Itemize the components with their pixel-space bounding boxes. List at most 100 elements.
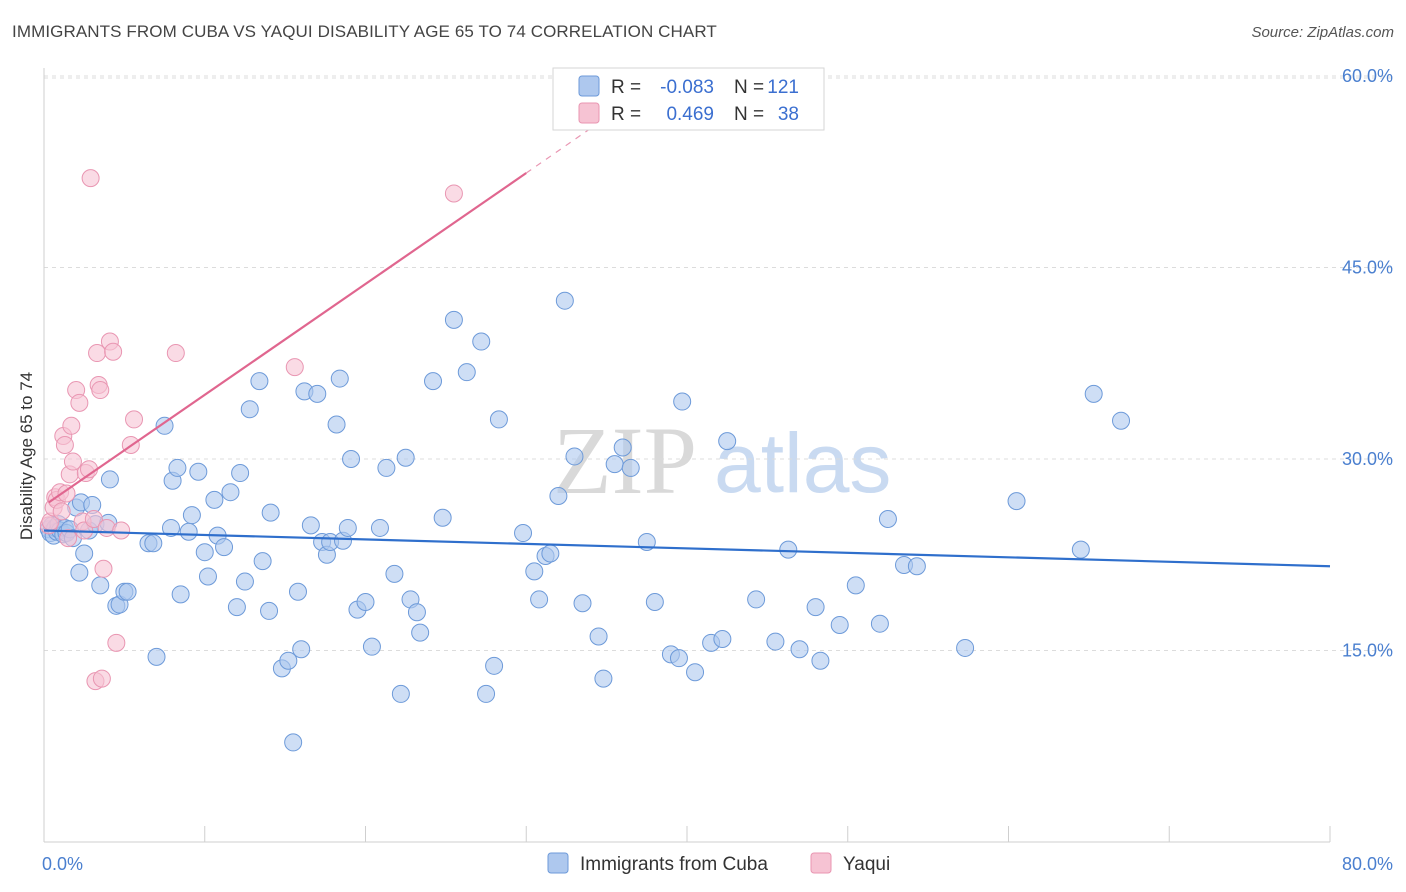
legend-swatch-blue (578, 75, 600, 97)
data-point-cuba (370, 518, 389, 537)
data-point-cuba (485, 656, 504, 675)
legend-r-value: -0.083 (660, 77, 714, 98)
legend-r-label: R = (611, 104, 641, 125)
data-point-yaqui (84, 510, 103, 529)
data-point-cuba (261, 503, 280, 522)
data-point-cuba (205, 490, 224, 509)
data-point-cuba (338, 518, 357, 537)
data-point-cuba (1112, 411, 1131, 430)
bottom-legend-label-yaqui: Yaqui (843, 854, 890, 875)
legend-r-value: 0.469 (666, 104, 714, 125)
data-point-cuba (182, 506, 201, 525)
data-point-cuba (292, 640, 311, 659)
data-point-cuba (907, 557, 926, 576)
data-point-cuba (100, 470, 119, 489)
data-point-cuba (806, 598, 825, 617)
data-point-yaqui (112, 521, 131, 540)
bottom-legend: Immigrants from Cuba Yaqui (547, 852, 890, 875)
data-point-cuba (91, 576, 110, 595)
data-point-cuba (118, 582, 137, 601)
bottom-legend-swatch-blue (547, 852, 569, 874)
data-point-yaqui (104, 342, 123, 361)
data-point-cuba (846, 576, 865, 595)
data-point-cuba (1084, 384, 1103, 403)
legend-swatch-pink (578, 102, 600, 124)
data-point-cuba (308, 384, 327, 403)
y-tick-label: 60.0% (1342, 66, 1393, 86)
series-yaqui (39, 169, 463, 691)
data-point-cuba (396, 448, 415, 467)
data-point-cuba (747, 590, 766, 609)
data-point-cuba (179, 522, 198, 541)
data-point-cuba (215, 538, 234, 557)
legend-n-label: N = (734, 104, 764, 125)
data-point-cuba (155, 416, 174, 435)
legend-n-value: 38 (778, 104, 799, 125)
data-point-cuba (525, 562, 544, 581)
data-point-cuba (189, 462, 208, 481)
data-point-cuba (477, 684, 496, 703)
data-point-cuba (377, 458, 396, 477)
data-point-yaqui (57, 484, 76, 503)
data-point-cuba (878, 510, 897, 529)
data-point-cuba (391, 684, 410, 703)
data-point-cuba (956, 638, 975, 657)
data-point-cuba (686, 663, 705, 682)
data-point-cuba (279, 651, 298, 670)
x-tick-labels: 0.0% 80.0% (42, 854, 1393, 874)
data-point-cuba (472, 332, 491, 351)
data-point-cuba (779, 540, 798, 559)
data-point-yaqui (107, 633, 126, 652)
x-tick-label: 0.0% (42, 854, 83, 874)
data-point-cuba (457, 363, 476, 382)
data-point-cuba (718, 432, 737, 451)
data-point-cuba (227, 598, 246, 617)
data-point-cuba (549, 487, 568, 506)
chart-title: IMMIGRANTS FROM CUBA VS YAQUI DISABILITY… (12, 22, 717, 41)
data-point-cuba (75, 544, 94, 563)
data-point-cuba (621, 458, 640, 477)
y-tick-label: 30.0% (1342, 449, 1393, 469)
data-point-cuba (424, 372, 443, 391)
data-point-cuba (385, 564, 404, 583)
data-point-cuba (555, 291, 574, 310)
bottom-legend-label-cuba: Immigrants from Cuba (580, 854, 768, 875)
data-point-cuba (70, 563, 89, 582)
legend: R = -0.083 N = 121 R = 0.469 N = 38 (552, 67, 825, 131)
data-point-cuba (330, 369, 349, 388)
data-point-yaqui (81, 169, 100, 188)
x-axis-ticks (43, 826, 1331, 842)
data-point-cuba (253, 552, 272, 571)
data-point-cuba (168, 458, 187, 477)
data-point-yaqui (444, 184, 463, 203)
data-point-cuba (161, 518, 180, 537)
data-point-cuba (594, 669, 613, 688)
data-point-yaqui (59, 529, 78, 548)
data-point-yaqui (52, 502, 71, 521)
data-point-cuba (407, 603, 426, 622)
legend-r-label: R = (611, 77, 641, 98)
data-point-cuba (433, 508, 452, 527)
data-point-cuba (573, 594, 592, 613)
data-point-cuba (530, 590, 549, 609)
series-immigrants-from-cuba (39, 291, 1131, 752)
data-point-cuba (301, 516, 320, 535)
data-point-cuba (171, 585, 190, 604)
data-point-cuba (198, 567, 217, 586)
data-point-cuba (489, 410, 508, 429)
data-point-cuba (240, 400, 259, 419)
trend-line-cuba (43, 529, 1331, 568)
data-point-cuba (645, 592, 664, 611)
source-label: Source: ZipAtlas.com (1251, 24, 1394, 41)
data-point-cuba (260, 601, 279, 620)
data-point-yaqui (94, 559, 113, 578)
legend-n-label: N = (734, 77, 764, 98)
data-point-cuba (284, 733, 303, 752)
data-point-cuba (605, 455, 624, 474)
data-point-cuba (250, 372, 269, 391)
data-point-cuba (1071, 540, 1090, 559)
data-point-yaqui (125, 410, 144, 429)
data-point-cuba (411, 623, 430, 642)
trend-line-yaqui (48, 172, 527, 504)
data-point-cuba (613, 438, 632, 457)
